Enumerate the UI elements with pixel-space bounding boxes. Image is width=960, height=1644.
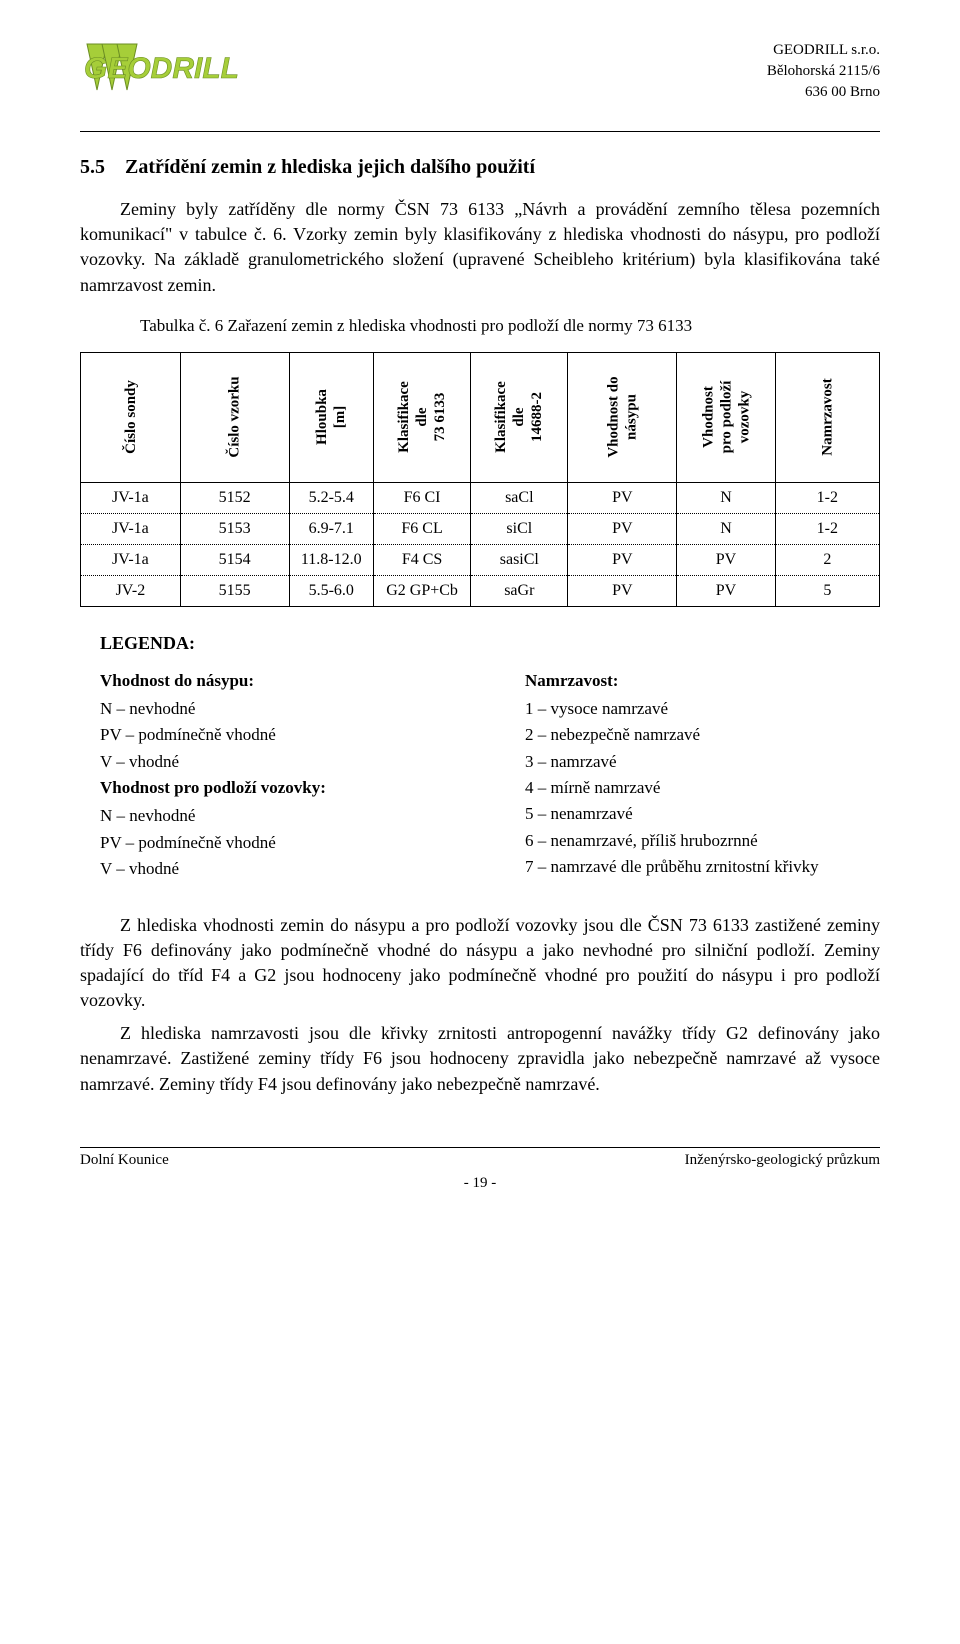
table-cell: N [677, 513, 775, 544]
footer-left: Dolní Kounice [80, 1152, 169, 1169]
legend-item: 4 – mírně namrzavé [525, 775, 880, 801]
paragraph-2: Z hlediska vhodnosti zemin do násypu a p… [80, 913, 880, 1014]
section-number: 5.5 [80, 156, 105, 178]
page-number: - 19 - [80, 1175, 880, 1192]
legend-item: 6 – nenamrzavé, příliš hrubozrnné [525, 828, 880, 854]
paragraph-1: Zeminy byly zatříděny dle normy ČSN 73 6… [80, 197, 880, 298]
table-cell: 5154 [180, 544, 289, 575]
table-cell: PV [568, 482, 677, 513]
table-cell: saGr [471, 575, 568, 606]
col-hloubka: Hloubka [m] [289, 352, 373, 482]
table-cell: 5 [775, 575, 879, 606]
table-cell: 11.8-12.0 [289, 544, 373, 575]
legend-item: N – nevhodné [100, 803, 455, 829]
table-cell: saCl [471, 482, 568, 513]
classification-table: Číslo sondy Číslo vzorku Hloubka [m] Kla… [80, 352, 880, 607]
table-cell: F6 CL [373, 513, 470, 544]
table-cell: 5152 [180, 482, 289, 513]
col-sondy: Číslo sondy [81, 352, 181, 482]
legend-item: 7 – namrzavé dle průběhu zrnitostní křiv… [525, 854, 880, 880]
table-cell: F6 CI [373, 482, 470, 513]
table-cell: 5153 [180, 513, 289, 544]
footer: Dolní Kounice Inženýrsko-geologický průz… [80, 1147, 880, 1169]
table-row: JV-1a51536.9-7.1F6 CLsiClPVN1-2 [81, 513, 880, 544]
col-namrz: Namrzavost [775, 352, 879, 482]
paragraph-3: Z hlediska namrzavosti jsou dle křivky z… [80, 1021, 880, 1097]
table-cell: JV-2 [81, 575, 181, 606]
table-row: JV-1a51525.2-5.4F6 CIsaClPVN1-2 [81, 482, 880, 513]
company-address2: 636 00 Brno [767, 82, 880, 103]
table-cell: 1-2 [775, 482, 879, 513]
table-cell: 5.5-6.0 [289, 575, 373, 606]
legend-head-nasyp: Vhodnost do násypu: [100, 668, 455, 694]
legend-item: 1 – vysoce namrzavé [525, 696, 880, 722]
header-divider [80, 131, 880, 132]
table-cell: PV [677, 544, 775, 575]
legend-head-podlozi: Vhodnost pro podloží vozovky: [100, 775, 455, 801]
company-address1: Bělohorská 2115/6 [767, 61, 880, 82]
table-row: JV-1a515411.8-12.0F4 CSsasiClPVPV2 [81, 544, 880, 575]
svg-text:GEODRILL: GEODRILL [84, 52, 239, 85]
legend-item: V – vhodné [100, 749, 455, 775]
legend-item: N – nevhodné [100, 696, 455, 722]
legend-item: 5 – nenamrzavé [525, 801, 880, 827]
legend-item: 3 – namrzavé [525, 749, 880, 775]
legend-head-namrz: Namrzavost: [525, 668, 880, 694]
table-cell: sasiCl [471, 544, 568, 575]
table-cell: PV [568, 575, 677, 606]
table-header-row: Číslo sondy Číslo vzorku Hloubka [m] Kla… [81, 352, 880, 482]
table-cell: 6.9-7.1 [289, 513, 373, 544]
table-cell: F4 CS [373, 544, 470, 575]
table-cell: 2 [775, 544, 879, 575]
table-cell: N [677, 482, 775, 513]
legend-right: Namrzavost: 1 – vysoce namrzavé 2 – nebe… [525, 668, 880, 883]
table-cell: 5155 [180, 575, 289, 606]
table-cell: PV [568, 513, 677, 544]
table-cell: siCl [471, 513, 568, 544]
page: GEODRILL GEODRILL s.r.o. Bělohorská 2115… [0, 0, 960, 1242]
col-klas-6133: Klasifikace dle 73 6133 [373, 352, 470, 482]
table-cell: PV [677, 575, 775, 606]
logo: GEODRILL [80, 40, 290, 94]
section-title: 5.5 Zatřídění zemin z hlediska jejich da… [80, 156, 880, 179]
table-cell: 5.2-5.4 [289, 482, 373, 513]
table-cell: G2 GP+Cb [373, 575, 470, 606]
company-name: GEODRILL s.r.o. [767, 40, 880, 61]
table-body: JV-1a51525.2-5.4F6 CIsaClPVN1-2JV-1a5153… [81, 482, 880, 606]
col-klas-14688: Klasifikace dle 14688-2 [471, 352, 568, 482]
legend-title: LEGENDA: [100, 633, 880, 654]
header: GEODRILL GEODRILL s.r.o. Bělohorská 2115… [80, 40, 880, 103]
footer-right: Inženýrsko-geologický průzkum [685, 1152, 880, 1169]
legend-item: V – vhodné [100, 856, 455, 882]
legend-item: PV – podmínečně vhodné [100, 830, 455, 856]
legend-left: Vhodnost do násypu: N – nevhodné PV – po… [100, 668, 455, 883]
table-cell: JV-1a [81, 513, 181, 544]
legend-item: 2 – nebezpečně namrzavé [525, 722, 880, 748]
col-vzorku: Číslo vzorku [180, 352, 289, 482]
company-info: GEODRILL s.r.o. Bělohorská 2115/6 636 00… [767, 40, 880, 103]
table-cell: JV-1a [81, 482, 181, 513]
table-cell: 1-2 [775, 513, 879, 544]
table-cell: PV [568, 544, 677, 575]
section-heading: Zatřídění zemin z hlediska jejich dalšíh… [125, 156, 535, 178]
table-row: JV-251555.5-6.0G2 GP+CbsaGrPVPV5 [81, 575, 880, 606]
legend-item: PV – podmínečně vhodné [100, 722, 455, 748]
col-podlozi: Vhodnost pro podloží vozovky [677, 352, 775, 482]
table-cell: JV-1a [81, 544, 181, 575]
legend: Vhodnost do násypu: N – nevhodné PV – po… [100, 668, 880, 883]
col-nasyp: Vhodnost do násypu [568, 352, 677, 482]
table-caption: Tabulka č. 6 Zařazení zemin z hlediska v… [140, 316, 880, 336]
geodrill-logo-icon: GEODRILL [80, 40, 290, 94]
